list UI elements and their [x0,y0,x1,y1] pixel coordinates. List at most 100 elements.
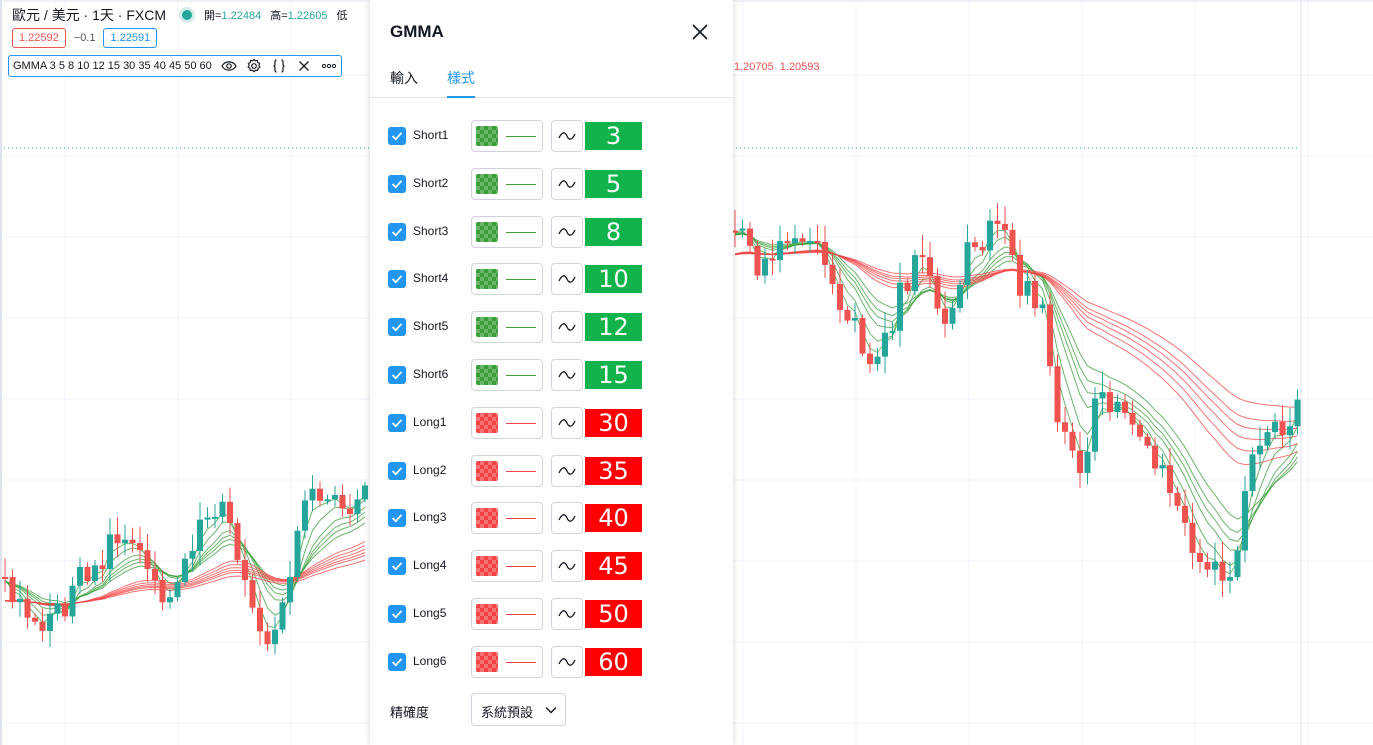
color-picker-button[interactable] [471,311,543,344]
checkmark-icon [391,610,403,619]
candle-body [769,258,776,261]
color-picker-button[interactable] [471,263,543,296]
color-picker-button[interactable] [471,359,543,391]
plot-checkbox[interactable] [388,366,406,384]
period-badge: 40 [585,504,642,533]
candle-body [47,613,53,631]
indicator-settings-dialog[interactable]: GMMA 輸入 樣式 Short1 3 Short2 5 Short3 8 Short4 10… [370,0,733,745]
plot-style-button[interactable] [551,215,583,248]
color-picker-button[interactable] [471,645,543,678]
plot-row-long5: Long5 50 [388,598,728,630]
plot-style-button[interactable] [551,406,583,439]
eye-icon[interactable] [221,58,237,74]
color-picker-button[interactable] [471,454,543,487]
plot-row-long1: Long1 30 [388,406,728,439]
more-icon[interactable] [321,58,337,74]
candle-body [762,258,768,276]
candle-body [822,241,828,265]
plot-checkbox[interactable] [388,461,406,480]
plot-checkbox[interactable] [388,270,406,289]
tab-style[interactable]: 樣式 [447,68,475,98]
checkmark-icon [391,466,403,476]
plot-style-button[interactable] [551,645,583,678]
candle-body [1227,577,1233,581]
plot-style-button[interactable] [551,311,583,344]
line-style-icon [558,275,576,284]
plot-style-button[interactable] [551,120,583,152]
high-label: 高= [270,10,288,22]
candle-body [257,607,263,632]
plot-checkbox[interactable] [388,174,406,193]
plot-checkbox[interactable] [388,652,406,671]
candle-body [1032,281,1038,309]
buy-price-button[interactable]: 1.22591 [103,28,158,48]
gear-icon[interactable] [246,58,262,74]
indicator-label[interactable]: GMMA 3 5 8 10 12 15 30 35 40 45 50 60 [13,60,212,72]
plot-style-button[interactable] [551,502,583,535]
candle-body [62,603,68,617]
braces-icon[interactable] [271,58,287,74]
color-picker-button[interactable] [471,406,543,439]
indicator-legend[interactable]: GMMA 3 5 8 10 12 15 30 35 40 45 50 60 [8,55,342,77]
spread-value: −0.1 [73,32,96,44]
checkmark-icon [391,562,403,571]
checkmark-icon [391,227,403,237]
color-picker-button[interactable] [471,215,543,248]
plot-name: Short1 [413,128,449,142]
plot-style-button[interactable] [551,550,583,583]
plot-checkbox[interactable] [388,509,406,528]
precision-value: 系統預設 [481,705,534,720]
plot-checkbox[interactable] [388,413,406,432]
plot-style-button[interactable] [551,359,583,391]
sell-price-button[interactable]: 1.22592 [12,28,66,48]
color-picker-button[interactable] [471,120,543,152]
plot-checkbox[interactable] [388,318,406,337]
candle-body [159,579,166,603]
candle-body [994,220,1001,224]
candle-body [1092,398,1098,452]
candle-body [302,500,308,531]
plot-checkbox[interactable] [388,127,406,145]
candle-body [1107,392,1113,413]
candle-body [182,558,188,583]
period-badge: 35 [585,456,642,485]
candle-body [1287,426,1293,436]
candle-body [889,330,896,333]
tab-inputs[interactable]: 輸入 [390,70,418,86]
color-picker-button[interactable] [471,550,543,583]
period-badge: 15 [585,361,642,389]
candle-body [874,356,881,365]
color-picker-button[interactable] [471,167,543,200]
symbol-title: 歐元 / 美元 · 1天 · FXCM [12,7,166,23]
plot-checkbox[interactable] [388,222,406,241]
period-badge: 50 [585,600,642,628]
line-style-icon [558,180,576,188]
candle-body [1039,304,1046,309]
candle-body [852,318,858,321]
candle-body [77,566,83,586]
plot-style-button[interactable] [551,454,583,487]
color-picker-button[interactable] [471,502,543,535]
candle-body [1204,562,1211,570]
candle-body [747,228,753,246]
close-icon[interactable] [296,58,312,74]
candle-body [837,284,843,310]
close-icon[interactable] [690,22,710,42]
color-picker-button[interactable] [471,598,543,630]
candle-body [264,631,271,645]
plot-row-long2: Long2 35 [388,454,728,487]
line-style-icon [558,514,576,523]
color-swatch [476,365,498,385]
line-style-icon [558,610,576,618]
plot-style-button[interactable] [551,167,583,200]
plot-style-button[interactable] [551,263,583,296]
plot-checkbox[interactable] [388,557,406,576]
candle-body [1159,465,1166,469]
plot-checkbox[interactable] [388,605,406,623]
plot-style-button[interactable] [551,598,583,630]
precision-select[interactable]: 系統預設 [471,693,566,726]
candle-body [354,499,361,514]
plot-name: Long4 [413,558,447,573]
candle-body [814,241,821,244]
